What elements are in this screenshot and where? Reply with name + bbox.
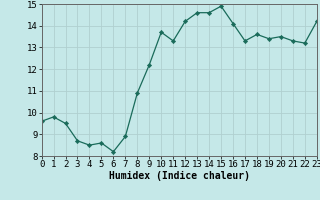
- X-axis label: Humidex (Indice chaleur): Humidex (Indice chaleur): [109, 171, 250, 181]
